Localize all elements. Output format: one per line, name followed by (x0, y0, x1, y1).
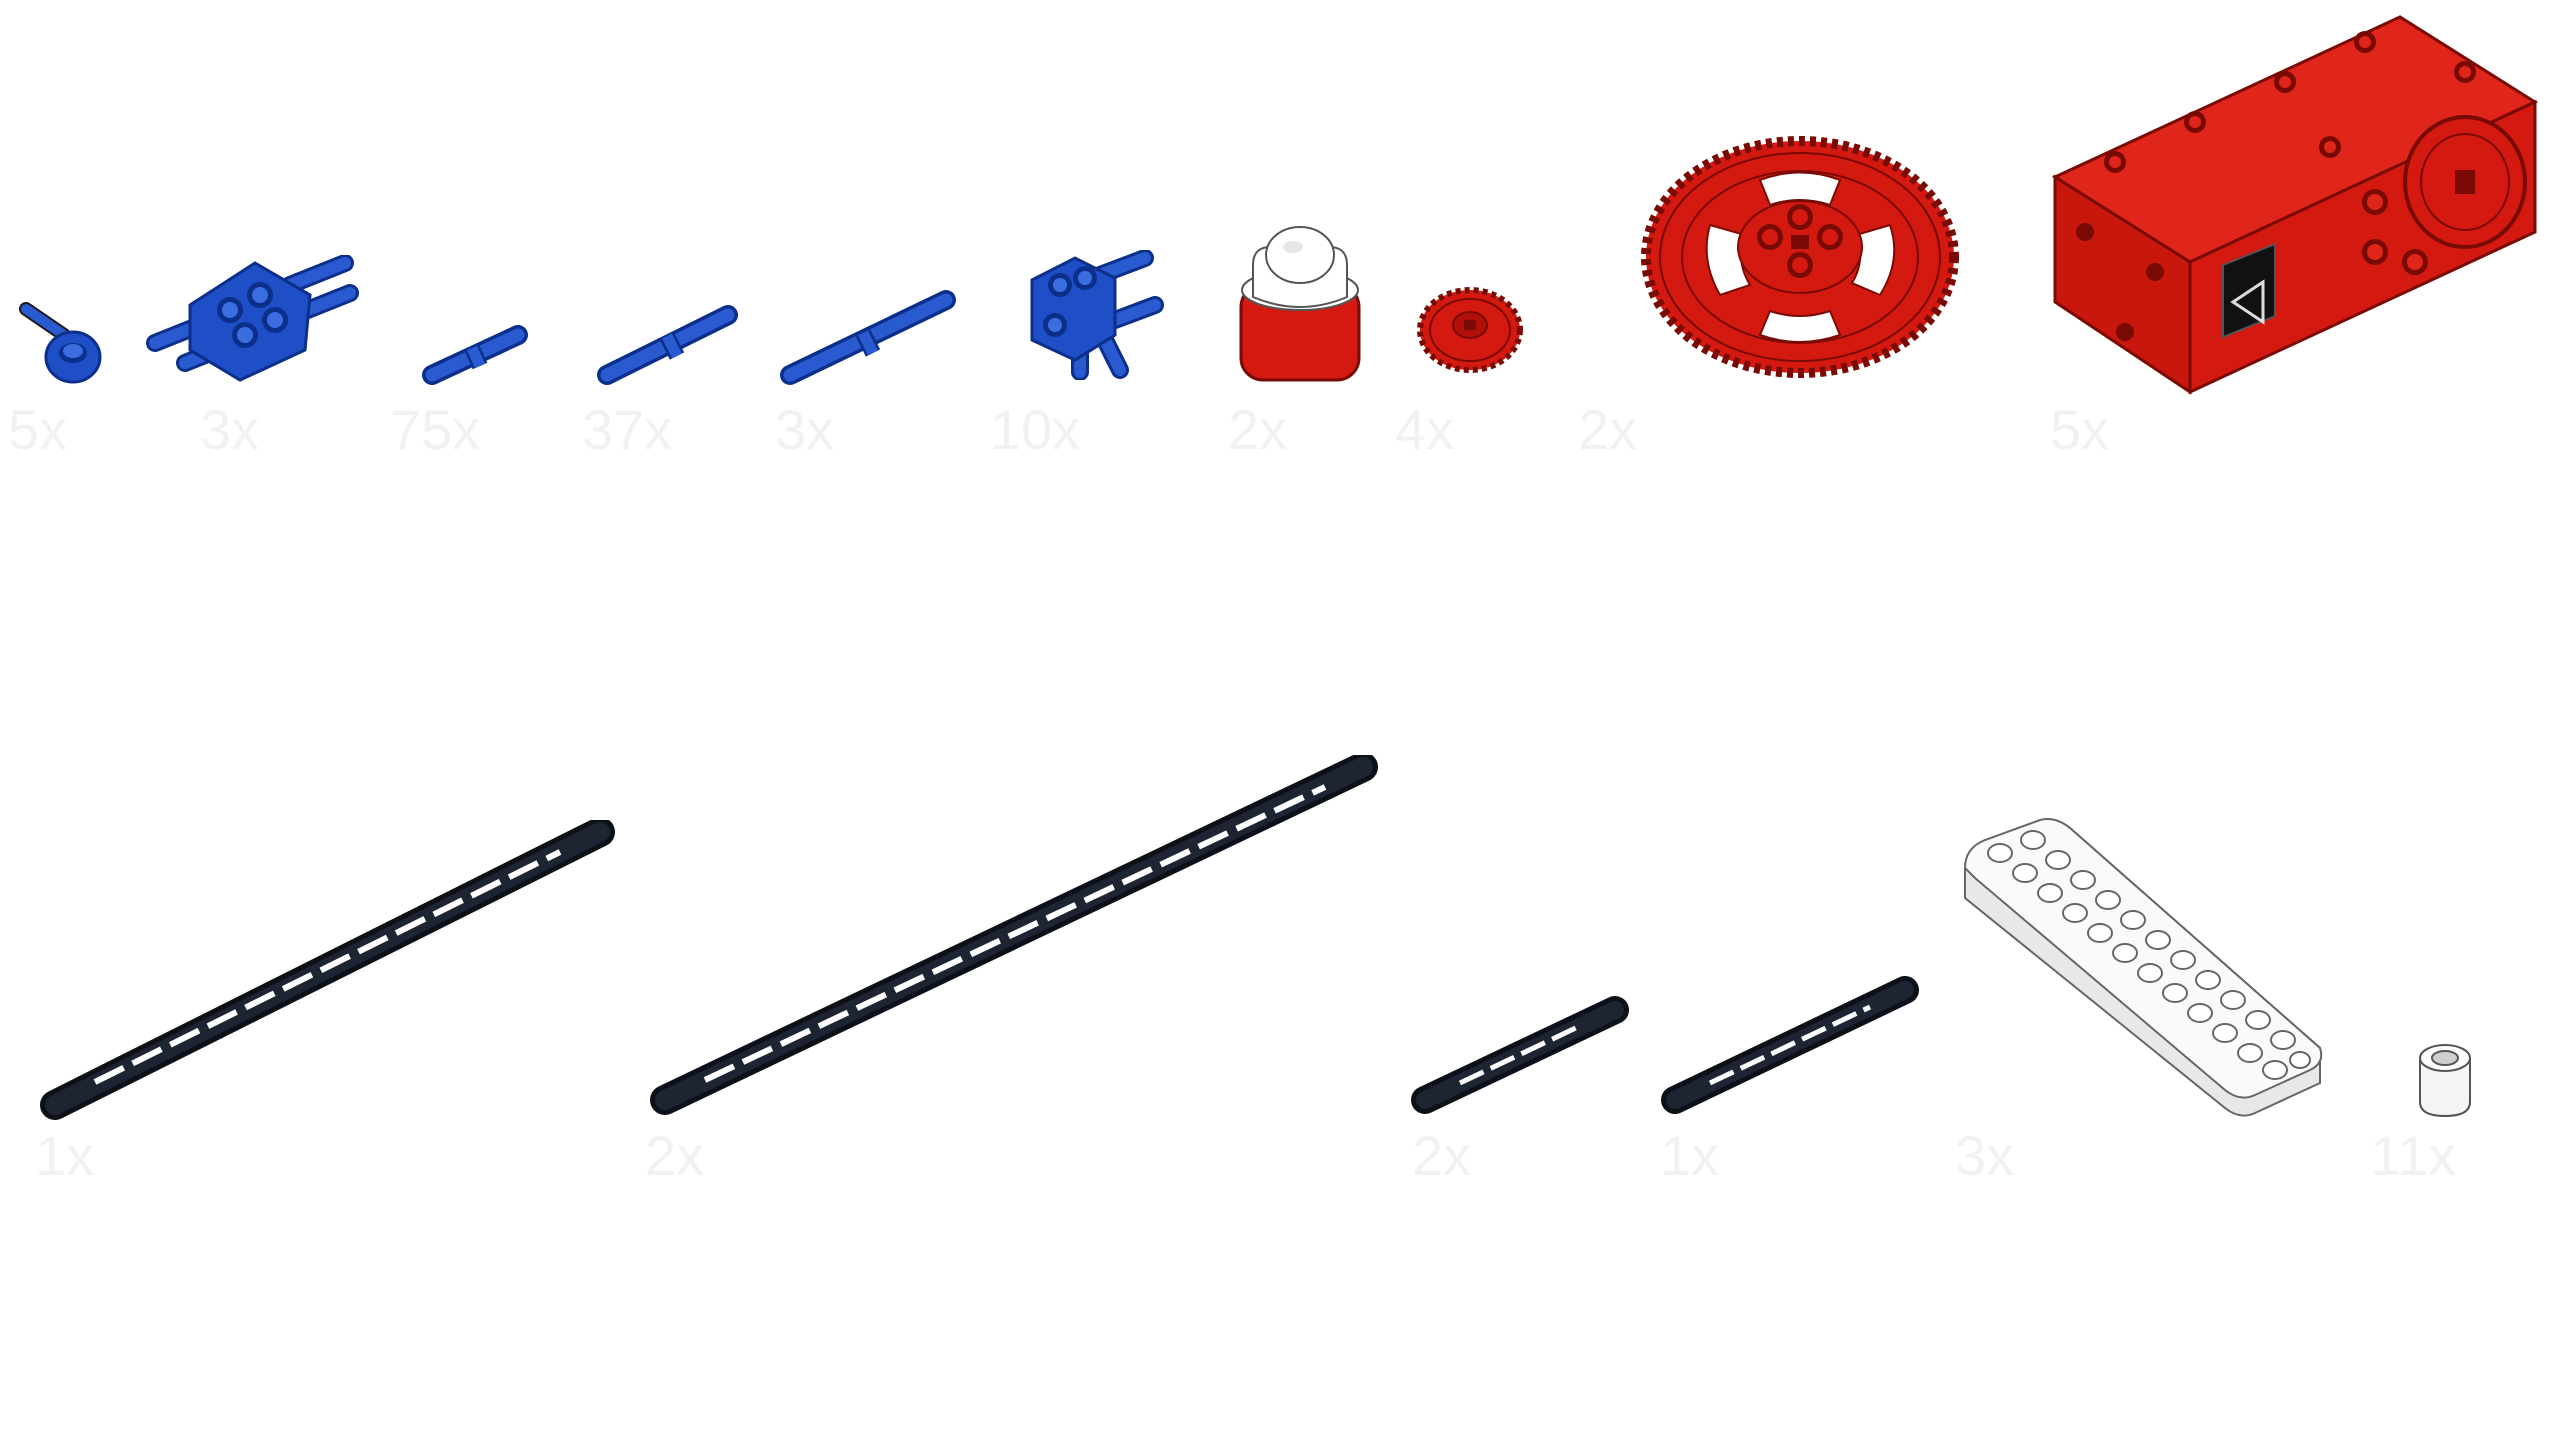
quantity-label: 3x (1955, 1124, 2015, 1187)
quantity-label: 4x (1395, 398, 1455, 461)
quantity-label: 5x (8, 398, 68, 461)
bushing-icon (2419, 1044, 2471, 1118)
pin-icon (780, 290, 956, 385)
quantity-label: 3x (200, 398, 260, 461)
motor-icon (2051, 15, 2539, 395)
quantity-label: 5x (2050, 398, 2110, 461)
axle-icon (40, 820, 615, 1120)
axle-icon (650, 755, 1378, 1115)
axle-icon (1411, 996, 1629, 1114)
ball-joint-icon (1239, 226, 1361, 382)
quantity-label: 11x (2370, 1124, 2457, 1187)
axle-pin-connector-icon (19, 302, 102, 384)
quantity-label: 3x (775, 398, 835, 461)
pin-icon (597, 305, 738, 385)
quantity-label: 75x (390, 398, 481, 461)
axle-icon (1661, 976, 1919, 1114)
beam-icon (1963, 818, 2323, 1117)
quantity-label: 1x (35, 1124, 95, 1187)
quantity-label: 2x (1412, 1124, 1472, 1187)
quantity-label: 2x (645, 1124, 705, 1187)
cross-block-icon (146, 255, 359, 382)
cross-block-icon (1030, 250, 1164, 380)
pin-icon (422, 325, 528, 385)
quantity-label: 37x (582, 398, 673, 461)
gear-icon (1641, 136, 1959, 378)
quantity-label: 2x (1578, 398, 1638, 461)
quantity-label: 1x (1660, 1124, 1720, 1187)
gear-icon (1417, 287, 1523, 373)
quantity-label: 2x (1228, 398, 1288, 461)
quantity-label: 10x (990, 398, 1081, 461)
